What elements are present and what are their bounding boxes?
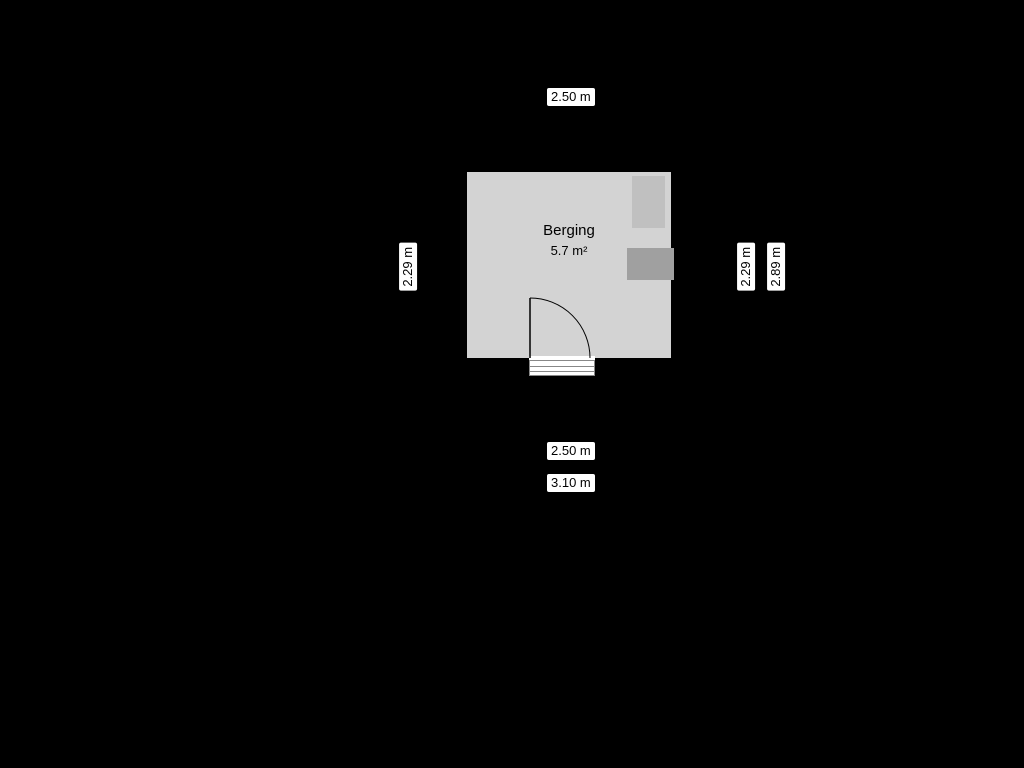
dim-bottom-inner: 2.50 m (547, 442, 595, 460)
dim-top: 2.50 m (547, 88, 595, 106)
fixture-mid (627, 248, 674, 280)
dim-right-outer: 2.89 m (767, 243, 785, 291)
fixture-top (632, 176, 665, 228)
dim-right-inner: 2.29 m (737, 243, 755, 291)
dim-left-inner: 2.29 m (399, 243, 417, 291)
dim-bottom-outer: 3.10 m (547, 474, 595, 492)
door-step (529, 360, 595, 376)
